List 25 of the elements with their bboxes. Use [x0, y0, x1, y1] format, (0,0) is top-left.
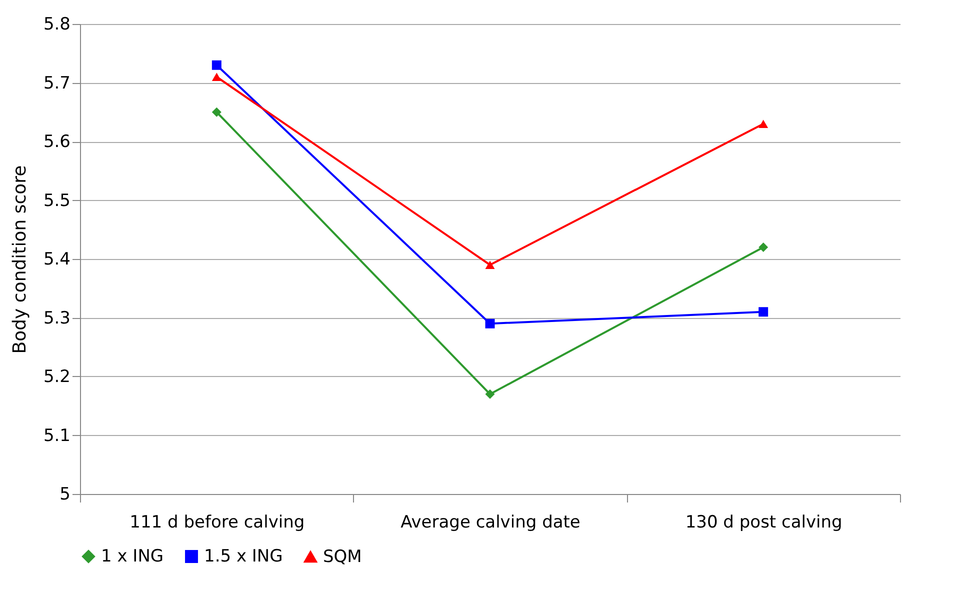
point	[212, 60, 222, 70]
y-tick-label: 5.7	[43, 73, 70, 94]
y-tick-label: 5.3	[43, 308, 70, 328]
legend-label: 1 x ING	[101, 546, 164, 567]
y-tick-label: 5.1	[43, 426, 70, 446]
x-tick-label: 111 d before calving	[130, 512, 305, 532]
y-tick-label: 5.2	[43, 367, 70, 387]
point	[758, 307, 768, 317]
x-tick-label: 130 d post calving	[685, 512, 842, 532]
y-tick-label: 5.5	[43, 190, 70, 211]
legend-label: 1.5 x ING	[204, 546, 283, 567]
point	[212, 72, 222, 81]
y-axis-title: Body condition score	[9, 165, 30, 354]
point	[758, 242, 768, 252]
y-tick-label: 5	[60, 484, 70, 504]
y-tick-label: 5.8	[43, 14, 70, 34]
y-tick-label: 5.4	[43, 250, 70, 270]
legend-label: SQM	[323, 546, 362, 567]
x-tick-label: Average calving date	[400, 512, 580, 532]
point	[758, 120, 768, 128]
point	[485, 260, 495, 269]
point	[212, 107, 222, 117]
y-tick-label: 5.6	[43, 132, 70, 152]
point	[485, 389, 495, 399]
point	[485, 318, 495, 328]
